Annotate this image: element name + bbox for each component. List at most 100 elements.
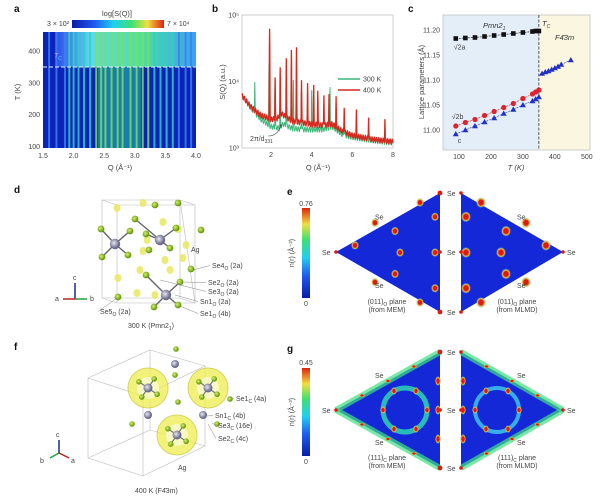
- unit-cell-edge: [179, 199, 196, 304]
- data-point-triangle: [532, 96, 539, 102]
- density-peak: [385, 379, 391, 383]
- se-atom: [198, 394, 205, 400]
- se-atom: [183, 438, 189, 445]
- data-point-triangle: [555, 63, 562, 69]
- colorbar-label-e: n(r) (Å⁻³): [287, 239, 296, 267]
- density-peak: [476, 296, 486, 308]
- leader-line: [227, 396, 235, 399]
- heatmap-peak-stripe: [153, 32, 156, 148]
- panel-g: g 0.45 0 n(r) (Å⁻³) Se Se Se Se Se Se Se Se Se (1…: [287, 344, 576, 473]
- se-site-marker: [438, 250, 442, 254]
- heatmap-peak-stripe: [129, 32, 132, 148]
- panel-label-a: a: [14, 4, 20, 15]
- density-peak: [416, 198, 424, 208]
- colorbar-g: [302, 368, 310, 456]
- panel-b: b 2 4 6 8 10³ 10⁴ 10⁵ 300 K 400 K S(Q) (a.u.) Q …: [212, 4, 395, 172]
- heatmap-peak-stripe: [100, 32, 103, 148]
- ag-label-f: Ag: [178, 465, 187, 472]
- data-point-triangle: [535, 94, 542, 100]
- heatmap-peak-stripe: [184, 32, 187, 148]
- sn-atom: [160, 289, 172, 301]
- leader-line: [97, 297, 118, 312]
- density-peak: [435, 405, 441, 415]
- se-site-marker: [334, 408, 338, 412]
- x-tick-label: 4.0: [191, 153, 201, 160]
- x-tick-label: 4: [310, 152, 314, 159]
- se-atom: [145, 246, 153, 254]
- panel-d: d Ag Se4O (2a) Se2O (2a)Se3O (2a)Sn1O (2a…: [14, 185, 243, 332]
- se-atom: [175, 399, 181, 405]
- heatmap-peak-stripe: [83, 32, 86, 148]
- axis-triad-d: c a b: [55, 275, 94, 303]
- se-atom: [174, 199, 182, 207]
- density-map-left: [336, 352, 440, 468]
- se-label: Se: [447, 250, 456, 257]
- data-point-circle: [462, 119, 468, 126]
- unit-cell-edge: [142, 445, 206, 477]
- panel-c: c 100 200 300 400 500 11.00 11.05 11.10 11.15 11.…: [408, 4, 593, 172]
- se-site-marker: [437, 190, 443, 196]
- density-peak: [461, 247, 471, 258]
- y-tick-label: 11.20: [423, 28, 440, 35]
- data-point-circle: [481, 112, 488, 119]
- leader-line: [159, 279, 207, 292]
- se-atom: [166, 244, 174, 252]
- data-point-triangle: [529, 98, 536, 104]
- x-axis-label-b: Q (Å⁻¹): [306, 163, 331, 172]
- density-peak: [396, 248, 404, 257]
- density-peak: [496, 247, 506, 258]
- x-tick-label: 1.5: [38, 153, 48, 160]
- source-label: (from MLMD): [496, 307, 537, 314]
- x-tick-label: 6: [350, 152, 354, 159]
- leader-line: [206, 415, 214, 417]
- data-point-square: [511, 31, 516, 36]
- heatmap-peak-stripe: [68, 32, 71, 148]
- se-atom: [114, 293, 122, 301]
- density-peak: [509, 379, 515, 383]
- density-peak: [472, 406, 478, 414]
- se-site-marker: [459, 466, 463, 470]
- heatmap-peak-stripe: [135, 32, 138, 148]
- density-peak: [435, 376, 441, 386]
- heatmap-peak-stripe: [171, 32, 174, 148]
- colorbar-title: log[S(Q)]: [102, 9, 132, 18]
- se-atom: [172, 372, 178, 378]
- density-map-right: [461, 193, 563, 312]
- sn-atom: [144, 411, 152, 419]
- density-peak: [505, 386, 511, 395]
- ag-density-isosurface: [114, 274, 122, 282]
- x-axis-label-a: Q (Å⁻¹): [108, 163, 133, 172]
- data-point-triangle: [481, 119, 488, 125]
- data-point-square: [463, 35, 468, 41]
- svg-text:b: b: [90, 296, 94, 303]
- ag-label-d: Ag: [191, 247, 200, 254]
- density-peak: [413, 425, 419, 434]
- y-axis-label-c: Lattice parameters (Å): [417, 44, 426, 119]
- ag-density-isosurface: [159, 218, 167, 226]
- annotation-arrow: [267, 123, 282, 137]
- ag-density-isosurface: [139, 199, 147, 207]
- y-tick-label: 11.15: [423, 53, 440, 60]
- heatmap-peak-stripe: [110, 32, 113, 148]
- data-point-circle: [472, 116, 478, 123]
- se-atom: [165, 425, 171, 432]
- heatmap-peak-stripe: [141, 32, 144, 148]
- ag-density-isosurface: [133, 289, 141, 297]
- se-label: Se: [447, 408, 456, 415]
- density-peak: [461, 282, 471, 294]
- unit-cell-edge: [179, 199, 196, 206]
- se-atom: [142, 230, 150, 238]
- density-peak: [521, 276, 531, 288]
- source-label: (from MEM): [369, 463, 406, 470]
- density-peak: [413, 386, 419, 395]
- se-label: Se: [567, 408, 576, 415]
- caption-d: 300 K (Pmn21): [128, 323, 174, 332]
- density-peak: [483, 386, 489, 395]
- legend-label: 300 K: [363, 77, 382, 84]
- panel-label-c: c: [408, 4, 414, 15]
- colorbar: [72, 20, 164, 28]
- panel-f: f Ag Se1C (4a) Sn1C (4b)Se3C (16e) Se2C (4…: [14, 342, 267, 495]
- data-point-circle: [453, 123, 459, 129]
- data-point-triangle: [471, 123, 478, 129]
- colorbar-min-label: 3 × 10²: [47, 21, 70, 28]
